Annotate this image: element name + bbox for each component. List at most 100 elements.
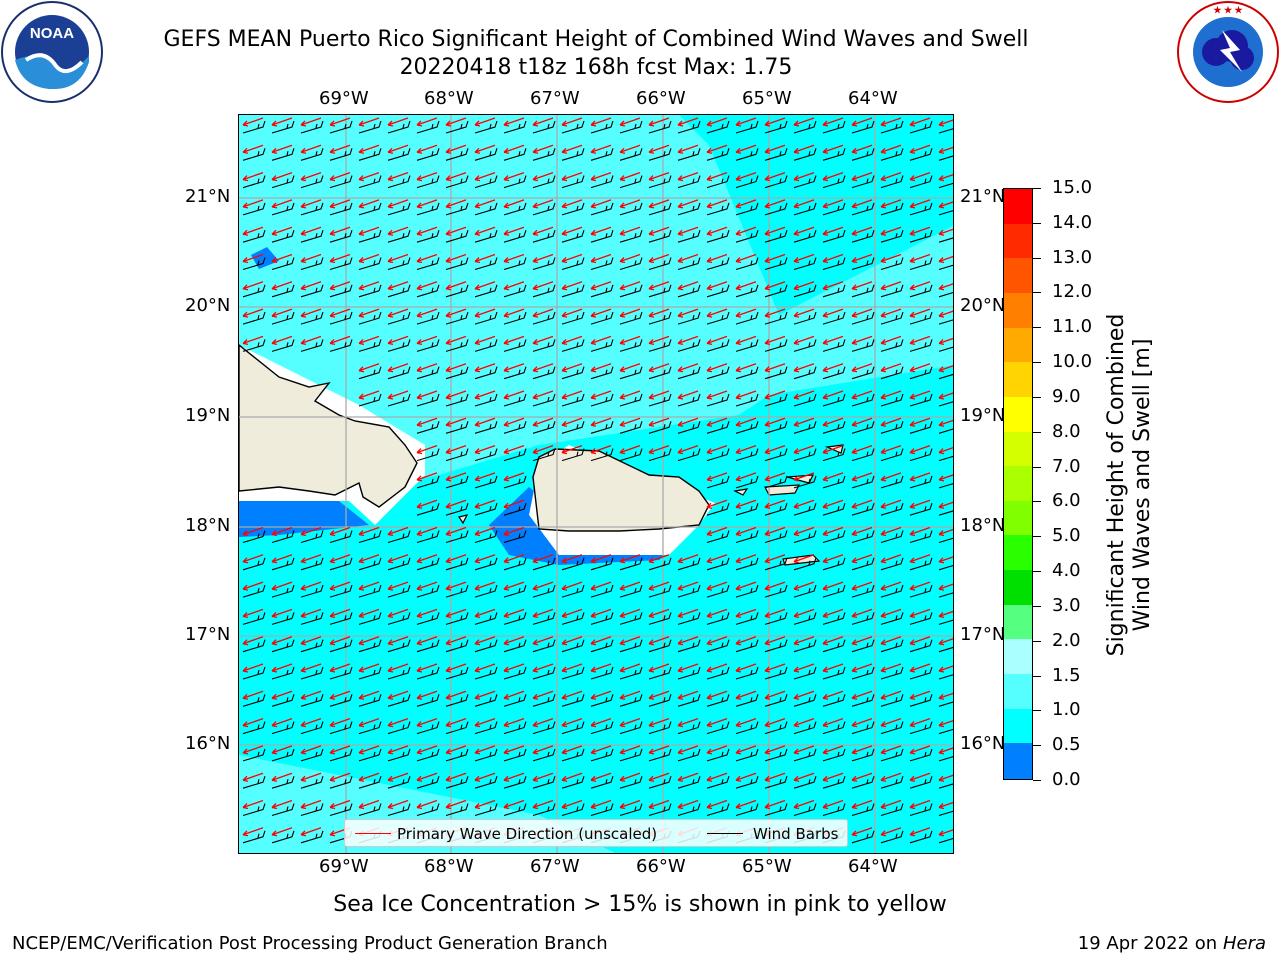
wind-barb: [358, 120, 382, 134]
wave-direction-arrow: [416, 472, 438, 482]
wind-barb: [561, 776, 585, 789]
wind-barb: [532, 776, 556, 789]
lat-tick-label-left: 18°N: [185, 515, 231, 536]
wind-barb: [880, 830, 904, 844]
wind-barb: [706, 120, 730, 134]
wave-direction-arrow: [793, 417, 815, 427]
wave-direction-arrow: [619, 363, 641, 373]
wind-barb: [822, 257, 846, 271]
wind-barb: [300, 666, 324, 680]
wind-barb: [503, 584, 527, 598]
wind-barb: [445, 311, 469, 325]
wave-direction-arrow: [300, 144, 322, 154]
wind-barb: [706, 475, 730, 489]
wave-direction-arrow: [474, 335, 496, 346]
colorbar-segment: [1004, 292, 1032, 329]
wind-barb: [387, 202, 411, 216]
wind-barb: [851, 175, 875, 189]
wind-barb: [474, 721, 498, 735]
wind-barb: [764, 639, 788, 653]
wind-barb: [329, 612, 353, 625]
wind-barb: [242, 830, 266, 844]
wave-direction-arrow: [445, 690, 467, 700]
wave-direction-arrow: [619, 308, 641, 318]
wave-direction-arrow: [909, 799, 931, 810]
wind-barb: [445, 748, 469, 762]
wave-direction-arrow: [445, 636, 467, 646]
wave-direction-arrow: [648, 171, 670, 182]
wind-barb: [909, 284, 933, 298]
wave-direction-arrow: [532, 663, 554, 673]
wind-barb: [648, 666, 672, 680]
wave-direction-arrow: [909, 526, 931, 537]
wave-direction-arrow: [358, 335, 380, 346]
wave-direction-arrow: [561, 363, 583, 373]
wave-direction-arrow: [561, 554, 583, 564]
wind-barb: [300, 612, 324, 625]
wave-direction-arrow: [590, 636, 612, 646]
wave-direction-arrow: [938, 392, 953, 400]
colorbar-segment: [1004, 500, 1032, 537]
wave-direction-arrow: [938, 528, 953, 537]
wave-direction-arrow: [329, 745, 351, 755]
wave-direction-arrow: [271, 717, 293, 728]
wind-barb: [909, 721, 933, 735]
wave-direction-arrow: [242, 554, 264, 564]
wave-direction-arrow: [358, 308, 380, 318]
wind-barb: [648, 393, 672, 407]
wave-direction-arrow: [561, 390, 583, 400]
wind-barb: [677, 694, 701, 707]
wind-barb: [851, 120, 875, 134]
wind-barb: [503, 311, 527, 325]
wind-barb: [822, 366, 846, 380]
wind-barb: [445, 393, 469, 407]
land-hispaniola: [239, 344, 418, 508]
wind-barb: [619, 584, 643, 598]
wave-direction-arrow: [590, 772, 612, 782]
wind-barb: [300, 557, 324, 571]
wind-barb: [822, 666, 846, 680]
footer-host: Hera: [1222, 933, 1266, 954]
wind-barb: [300, 748, 324, 762]
wind-barb: [474, 148, 498, 161]
wind-barb: [880, 584, 904, 598]
wave-direction-arrow: [532, 690, 554, 700]
wind-barb: [358, 230, 382, 243]
wave-direction-arrow: [561, 199, 583, 209]
wave-direction-arrow: [503, 608, 525, 619]
wind-barb: [938, 838, 953, 844]
wave-direction-arrow: [416, 554, 438, 564]
wind-barb: [503, 120, 527, 134]
wave-direction-arrow: [271, 608, 293, 619]
colorbar-tick-label: 1.0: [1052, 699, 1081, 721]
wind-barb: [561, 721, 585, 735]
wind-barb: [822, 748, 846, 762]
wave-direction-arrow: [822, 417, 844, 427]
wave-direction-arrow: [619, 772, 641, 782]
wave-direction-arrow: [793, 144, 815, 154]
wind-barb: [561, 311, 585, 325]
wind-barb: [387, 557, 411, 571]
wave-direction-arrow: [648, 363, 670, 373]
wind-barb: [938, 401, 953, 407]
wind-barb: [793, 776, 817, 789]
wave-direction-arrow: [706, 772, 728, 782]
wind-barb: [242, 257, 266, 271]
wave-direction-arrow: [822, 499, 844, 509]
wave-direction-arrow: [735, 472, 757, 482]
wind-barb: [793, 257, 817, 271]
wave-direction-arrow: [561, 717, 583, 728]
wind-barb: [416, 803, 440, 817]
wind-barb: [938, 674, 953, 680]
wave-direction-arrow: [358, 663, 380, 673]
wave-direction-arrow: [880, 472, 902, 482]
wave-direction-arrow: [329, 199, 351, 209]
wave-direction-arrow: [300, 526, 322, 537]
wind-barb: [561, 120, 585, 134]
wave-direction-arrow: [561, 171, 583, 182]
wave-direction-arrow: [938, 501, 953, 509]
wind-barb: [445, 694, 469, 707]
wave-direction-arrow: [938, 556, 953, 564]
wave-direction-arrow: [445, 199, 467, 209]
wave-direction-arrow: [329, 526, 351, 537]
